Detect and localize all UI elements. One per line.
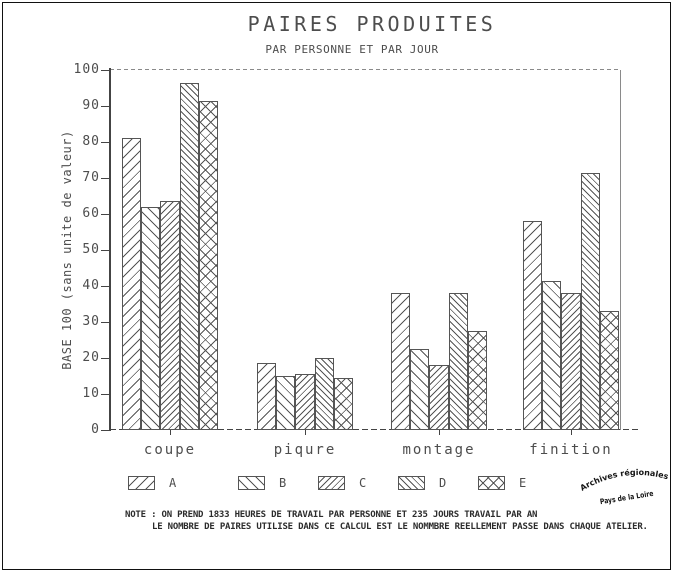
y-tick-0 <box>101 429 109 431</box>
stamp-line-arc: Archives régionales <box>579 467 670 492</box>
bar-group-piqure <box>257 70 353 430</box>
archive-stamp: Archives régionales Pays de la Loire <box>578 460 673 510</box>
y-tick-label-90: 90 <box>82 98 100 113</box>
svg-text:Archives régionales: Archives régionales <box>579 467 670 492</box>
legend-item-B: B <box>238 476 286 490</box>
bar-group-finition <box>523 70 619 430</box>
x-tick-piqure <box>305 430 306 435</box>
legend-item-E: E <box>478 476 526 490</box>
y-tick-90 <box>101 105 109 107</box>
archive-stamp-graphic: Archives régionales Pays de la Loire <box>579 467 670 506</box>
y-tick-80 <box>101 141 109 143</box>
legend-item-D: D <box>398 476 446 490</box>
note-line-1: NOTE : ON PREND 1833 HEURES DE TRAVAIL P… <box>125 510 538 520</box>
category-label-montage: montage <box>402 442 476 458</box>
y-tick-label-30: 30 <box>82 314 100 329</box>
y-tick-20 <box>101 357 109 359</box>
y-tick-70 <box>101 177 109 179</box>
y-tick-label-70: 70 <box>82 170 100 185</box>
bar-montage-E <box>467 331 487 430</box>
legend-swatch-B <box>238 476 265 490</box>
bar-finition-E <box>599 311 619 430</box>
bar-coupe-E <box>198 100 218 430</box>
legend-label-A: A <box>169 476 177 490</box>
y-tick-label-20: 20 <box>82 350 100 365</box>
y-tick-label-0: 0 <box>91 422 100 437</box>
x-tick-montage <box>439 430 440 435</box>
y-tick-60 <box>101 213 109 215</box>
chart-title: PAIRES PRODUITES <box>247 12 497 36</box>
bar-piqure-A <box>257 363 277 430</box>
bar-piqure-B <box>276 376 296 430</box>
y-tick-50 <box>101 249 109 251</box>
plot-area: 0 10 20 30 40 50 60 70 80 90 100 coupe piqure montag… <box>74 62 640 458</box>
y-tick-label-10: 10 <box>82 386 100 401</box>
y-tick-40 <box>101 285 109 287</box>
bar-coupe-A <box>122 138 142 430</box>
y-tick-label-40: 40 <box>82 278 100 293</box>
bar-piqure-C <box>295 374 315 430</box>
y-tick-10 <box>101 393 109 395</box>
category-label-coupe: coupe <box>143 442 197 458</box>
x-tick-finition <box>571 430 572 435</box>
bar-montage-A <box>391 293 411 430</box>
legend-label-E: E <box>519 476 527 490</box>
chart-subtitle: PAR PERSONNE ET PAR JOUR <box>265 43 439 56</box>
x-axis-line <box>110 429 640 430</box>
bar-group-coupe <box>122 70 218 430</box>
legend-swatch-E <box>478 476 505 490</box>
y-axis-line <box>109 68 111 431</box>
bar-coupe-C <box>160 201 180 430</box>
y-tick-label-80: 80 <box>82 134 100 149</box>
bar-piqure-D <box>314 358 334 430</box>
category-label-finition: finition <box>529 442 613 458</box>
legend-label-D: D <box>439 476 447 490</box>
bar-group-montage <box>391 70 487 430</box>
legend-item-C: C <box>318 476 366 490</box>
legend-label-B: B <box>279 476 287 490</box>
note-line-2: LE NOMBRE DE PAIRES UTILISE DANS CE CALC… <box>152 522 648 532</box>
bar-finition-D <box>580 172 600 430</box>
y-tick-100 <box>101 69 109 71</box>
plot-right-border <box>620 70 621 430</box>
stamp-line-straight: Pays de la Loire <box>599 489 654 506</box>
bar-montage-B <box>410 349 430 430</box>
y-tick-label-50: 50 <box>82 242 100 257</box>
legend-item-A: A <box>128 476 176 490</box>
bar-finition-A <box>523 221 543 430</box>
legend-swatch-A <box>128 476 155 490</box>
legend-swatch-D <box>398 476 425 490</box>
plot-top-border <box>110 69 621 70</box>
bar-finition-B <box>542 280 562 430</box>
bar-montage-C <box>429 365 449 430</box>
y-tick-label-60: 60 <box>82 206 100 221</box>
y-tick-label-100: 100 <box>73 62 100 77</box>
y-tick-30 <box>101 321 109 323</box>
category-label-piqure: piqure <box>273 442 337 458</box>
legend-label-C: C <box>359 476 367 490</box>
note: NOTE : ON PREND 1833 HEURES DE TRAVAIL P… <box>125 509 648 533</box>
x-tick-coupe <box>170 430 171 435</box>
bar-coupe-D <box>179 82 199 430</box>
bar-piqure-E <box>333 377 353 430</box>
bar-montage-D <box>448 293 468 430</box>
legend-swatch-C <box>318 476 345 490</box>
bar-coupe-B <box>141 206 161 430</box>
bar-finition-C <box>561 293 581 430</box>
